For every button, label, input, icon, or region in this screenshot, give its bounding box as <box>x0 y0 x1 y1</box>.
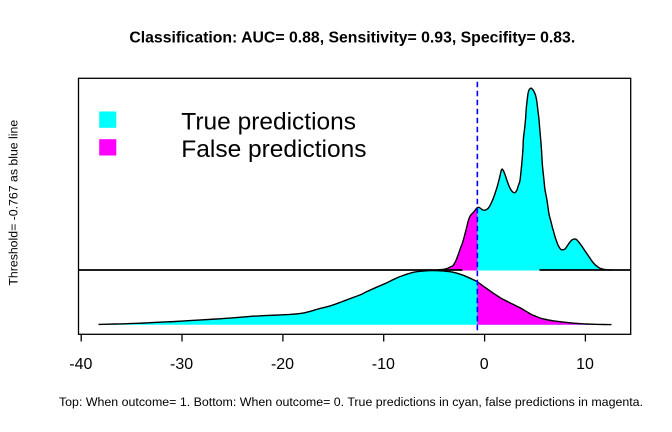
svg-text:False predictions: False predictions <box>181 136 366 163</box>
svg-text:-20: -20 <box>271 356 294 373</box>
svg-text:-10: -10 <box>372 356 395 373</box>
svg-text:0: 0 <box>480 356 489 373</box>
svg-text:Classification: AUC= 0.88, Sen: Classification: AUC= 0.88, Sensitivity= … <box>129 29 575 46</box>
svg-text:Top: When outcome= 1. Bottom:: Top: When outcome= 1. Bottom: When outco… <box>59 395 643 409</box>
svg-text:-30: -30 <box>170 356 193 373</box>
svg-text:10: 10 <box>576 356 594 373</box>
svg-text:Threshold= -0.767 as blue line: Threshold= -0.767 as blue line <box>6 120 20 286</box>
svg-text:-40: -40 <box>69 356 92 373</box>
svg-text:True predictions: True predictions <box>181 108 356 135</box>
